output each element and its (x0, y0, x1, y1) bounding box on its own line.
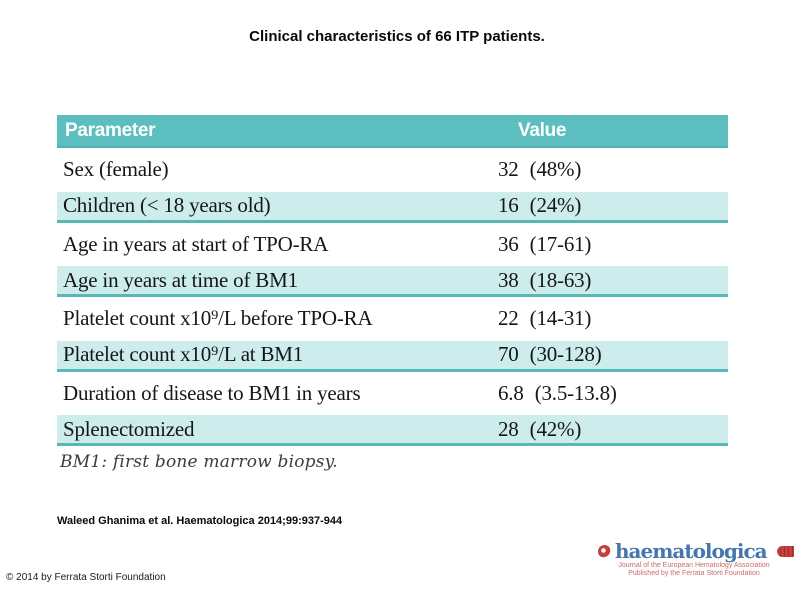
value-cell: 70 (30-128) (498, 342, 602, 366)
column-header-parameter: Parameter (65, 119, 156, 141)
copyright-notice: © 2014 by Ferrata Storti Foundation (6, 572, 166, 583)
table-row: Children (< 18 years old) 16 (24%) (57, 191, 728, 223)
param-cell: Platelet count x10⁹/L before TPO-RA (63, 306, 373, 331)
logo-brand-text: haematologica (615, 539, 768, 563)
value-cell: 28 (42%) (498, 416, 582, 441)
table-row: Age in years at start of TPO-RA 36 (17-6… (57, 223, 728, 267)
value-cell: 6.8 (3.5-13.8) (498, 380, 617, 405)
table-row: Platelet count x10⁹/L at BM1 70 (30-128) (57, 340, 728, 372)
logo-tagline-line1: Journal of the European Hematology Assoc… (618, 562, 770, 569)
param-cell: Splenectomized (63, 416, 195, 441)
value-cell: 16 (24%) (498, 193, 582, 217)
haematologica-logo: haematologica Journal of the European He… (598, 539, 794, 578)
param-cell: Age in years at time of BM1 (63, 267, 298, 292)
table-header-row: Parameter Value (57, 115, 728, 148)
characteristics-table: Parameter Value Sex (female) 32 (48%) Ch… (57, 115, 728, 446)
logo-tagline-line2: Published by the Ferrata Storti Foundati… (628, 570, 760, 577)
param-cell: Duration of disease to BM1 in years (63, 380, 361, 405)
page-title: Clinical characteristics of 66 ITP patie… (249, 28, 545, 45)
param-cell: Sex (female) (63, 157, 169, 182)
citation: Waleed Ghanima et al. Haematologica 2014… (57, 515, 343, 527)
column-header-value: Value (518, 119, 567, 141)
value-cell: 38 (18-63) (498, 267, 592, 292)
table-row: Duration of disease to BM1 in years 6.8 … (57, 372, 728, 416)
table-row: Splenectomized 28 (42%) (57, 415, 728, 446)
param-cell: Age in years at start of TPO-RA (63, 231, 329, 256)
param-cell: Platelet count x10⁹/L at BM1 (63, 342, 304, 366)
value-cell: 22 (14-31) (498, 306, 592, 331)
haematologica-mark-icon (598, 544, 611, 558)
param-cell: Children (< 18 years old) (63, 193, 271, 217)
table-row: Sex (female) 32 (48%) (57, 148, 728, 192)
table-row: Age in years at time of BM1 38 (18-63) (57, 266, 728, 297)
value-cell: 32 (48%) (498, 157, 582, 182)
logo-row: haematologica (598, 539, 794, 563)
value-cell: 36 (17-61) (498, 231, 592, 256)
eha-seal-icon (776, 545, 794, 557)
table-row: Platelet count x10⁹/L before TPO-RA 22 (… (57, 297, 728, 341)
table-footnote: BM1: first bone marrow biopsy. (60, 452, 338, 472)
logo-tagline: Journal of the European Hematology Assoc… (598, 562, 790, 578)
